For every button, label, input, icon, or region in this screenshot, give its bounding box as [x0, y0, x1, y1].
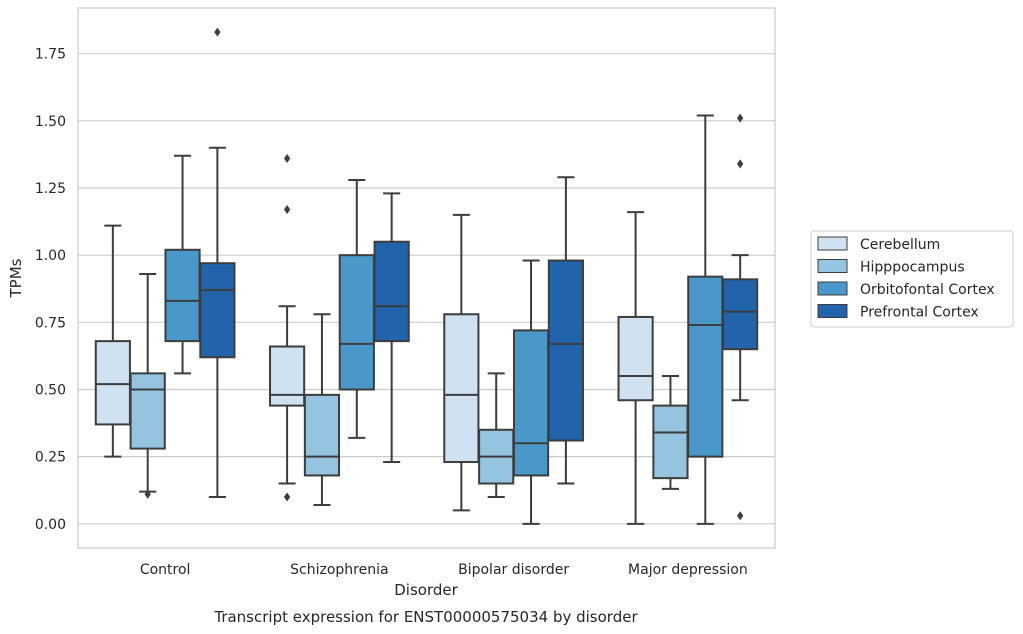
plot-frame [77, 7, 776, 549]
y-tick-label: 1.00 [35, 248, 66, 264]
box-hipppocampus-0 [129, 272, 166, 499]
box-iqr [129, 372, 166, 450]
box-prefrontal-cortex-0 [199, 27, 236, 498]
box-hipppocampus-2 [478, 372, 515, 498]
box-cerebellum-3 [617, 211, 654, 525]
x-axis-label: Disorder [394, 581, 458, 599]
outlier-point [737, 113, 744, 123]
box-prefrontal-cortex-2 [547, 176, 584, 485]
box-iqr [722, 278, 759, 351]
box-iqr [303, 393, 341, 477]
legend-swatch [817, 281, 848, 296]
legend-swatch [817, 259, 848, 273]
legend-swatch [817, 304, 848, 318]
outlier-point [737, 511, 744, 521]
box-hipppocampus-3 [652, 375, 689, 490]
box-iqr [547, 259, 584, 442]
legend-label: Orbitofontal Cortex [860, 282, 995, 298]
box-orbitofontal-cortex-3 [687, 114, 724, 525]
x-tick-label: Major depression [628, 562, 748, 578]
y-tick-label: 0.75 [35, 315, 66, 331]
legend-label: Prefrontal Cortex [860, 305, 979, 321]
outlier-point [283, 492, 291, 502]
box-iqr [94, 340, 131, 426]
box-iqr [199, 262, 236, 359]
x-tick-label: Bipolar disorder [458, 562, 569, 578]
box-cerebellum-0 [94, 224, 131, 458]
box-orbitofontal-cortex-2 [512, 259, 550, 525]
box-iqr [687, 275, 724, 458]
box-iqr [617, 315, 654, 402]
box-iqr [512, 329, 550, 477]
box-iqr [338, 254, 375, 391]
x-tick-label: Control [140, 562, 191, 578]
x-tick-labels: Control Schizophrenia Bipolar disorder Majo… [140, 562, 748, 578]
outlier-point [737, 159, 744, 169]
outlier-point [283, 204, 291, 214]
box-prefrontal-cortex-3 [722, 113, 759, 521]
legend-label: Cerebellum [860, 237, 940, 253]
x-tick-label: Schizophrenia [290, 562, 388, 578]
outlier-point [214, 27, 221, 37]
box-iqr [373, 240, 410, 343]
y-tick-label: 0.25 [35, 450, 66, 466]
box-orbitofontal-cortex-1 [338, 178, 375, 439]
y-tick-label: 1.25 [35, 181, 66, 197]
y-tick-label: 0.00 [35, 517, 66, 533]
box-cerebellum-2 [443, 213, 480, 512]
box-iqr [269, 345, 306, 407]
chart-title: Transcript expression for ENST0000057503… [213, 608, 638, 626]
legend: Cerebellum Hipppocampus Orbitofontal Corte… [810, 230, 1014, 328]
box-iqr [443, 313, 480, 464]
box-orbitofontal-cortex-0 [164, 154, 201, 375]
legend-frame [810, 230, 1014, 328]
box-hipppocampus-1 [303, 313, 341, 507]
legend-swatch [817, 236, 848, 251]
outlier-point [283, 153, 291, 163]
box-iqr [652, 404, 689, 480]
y-tick-label: 0.50 [35, 382, 66, 398]
legend-label: Hipppocampus [860, 260, 965, 276]
box-prefrontal-cortex-1 [373, 192, 410, 464]
box-iqr [164, 248, 201, 343]
box-groups [94, 27, 759, 525]
outlier-point [144, 489, 151, 499]
y-axis-label: TPMs [7, 258, 25, 298]
y-tick-labels: 0.00 0.25 0.50 0.75 1.00 1.25 1.50 1.75 [35, 47, 66, 533]
box-cerebellum-1 [269, 153, 306, 502]
y-tick-label: 1.75 [35, 47, 66, 63]
y-tick-label: 1.50 [35, 114, 66, 130]
